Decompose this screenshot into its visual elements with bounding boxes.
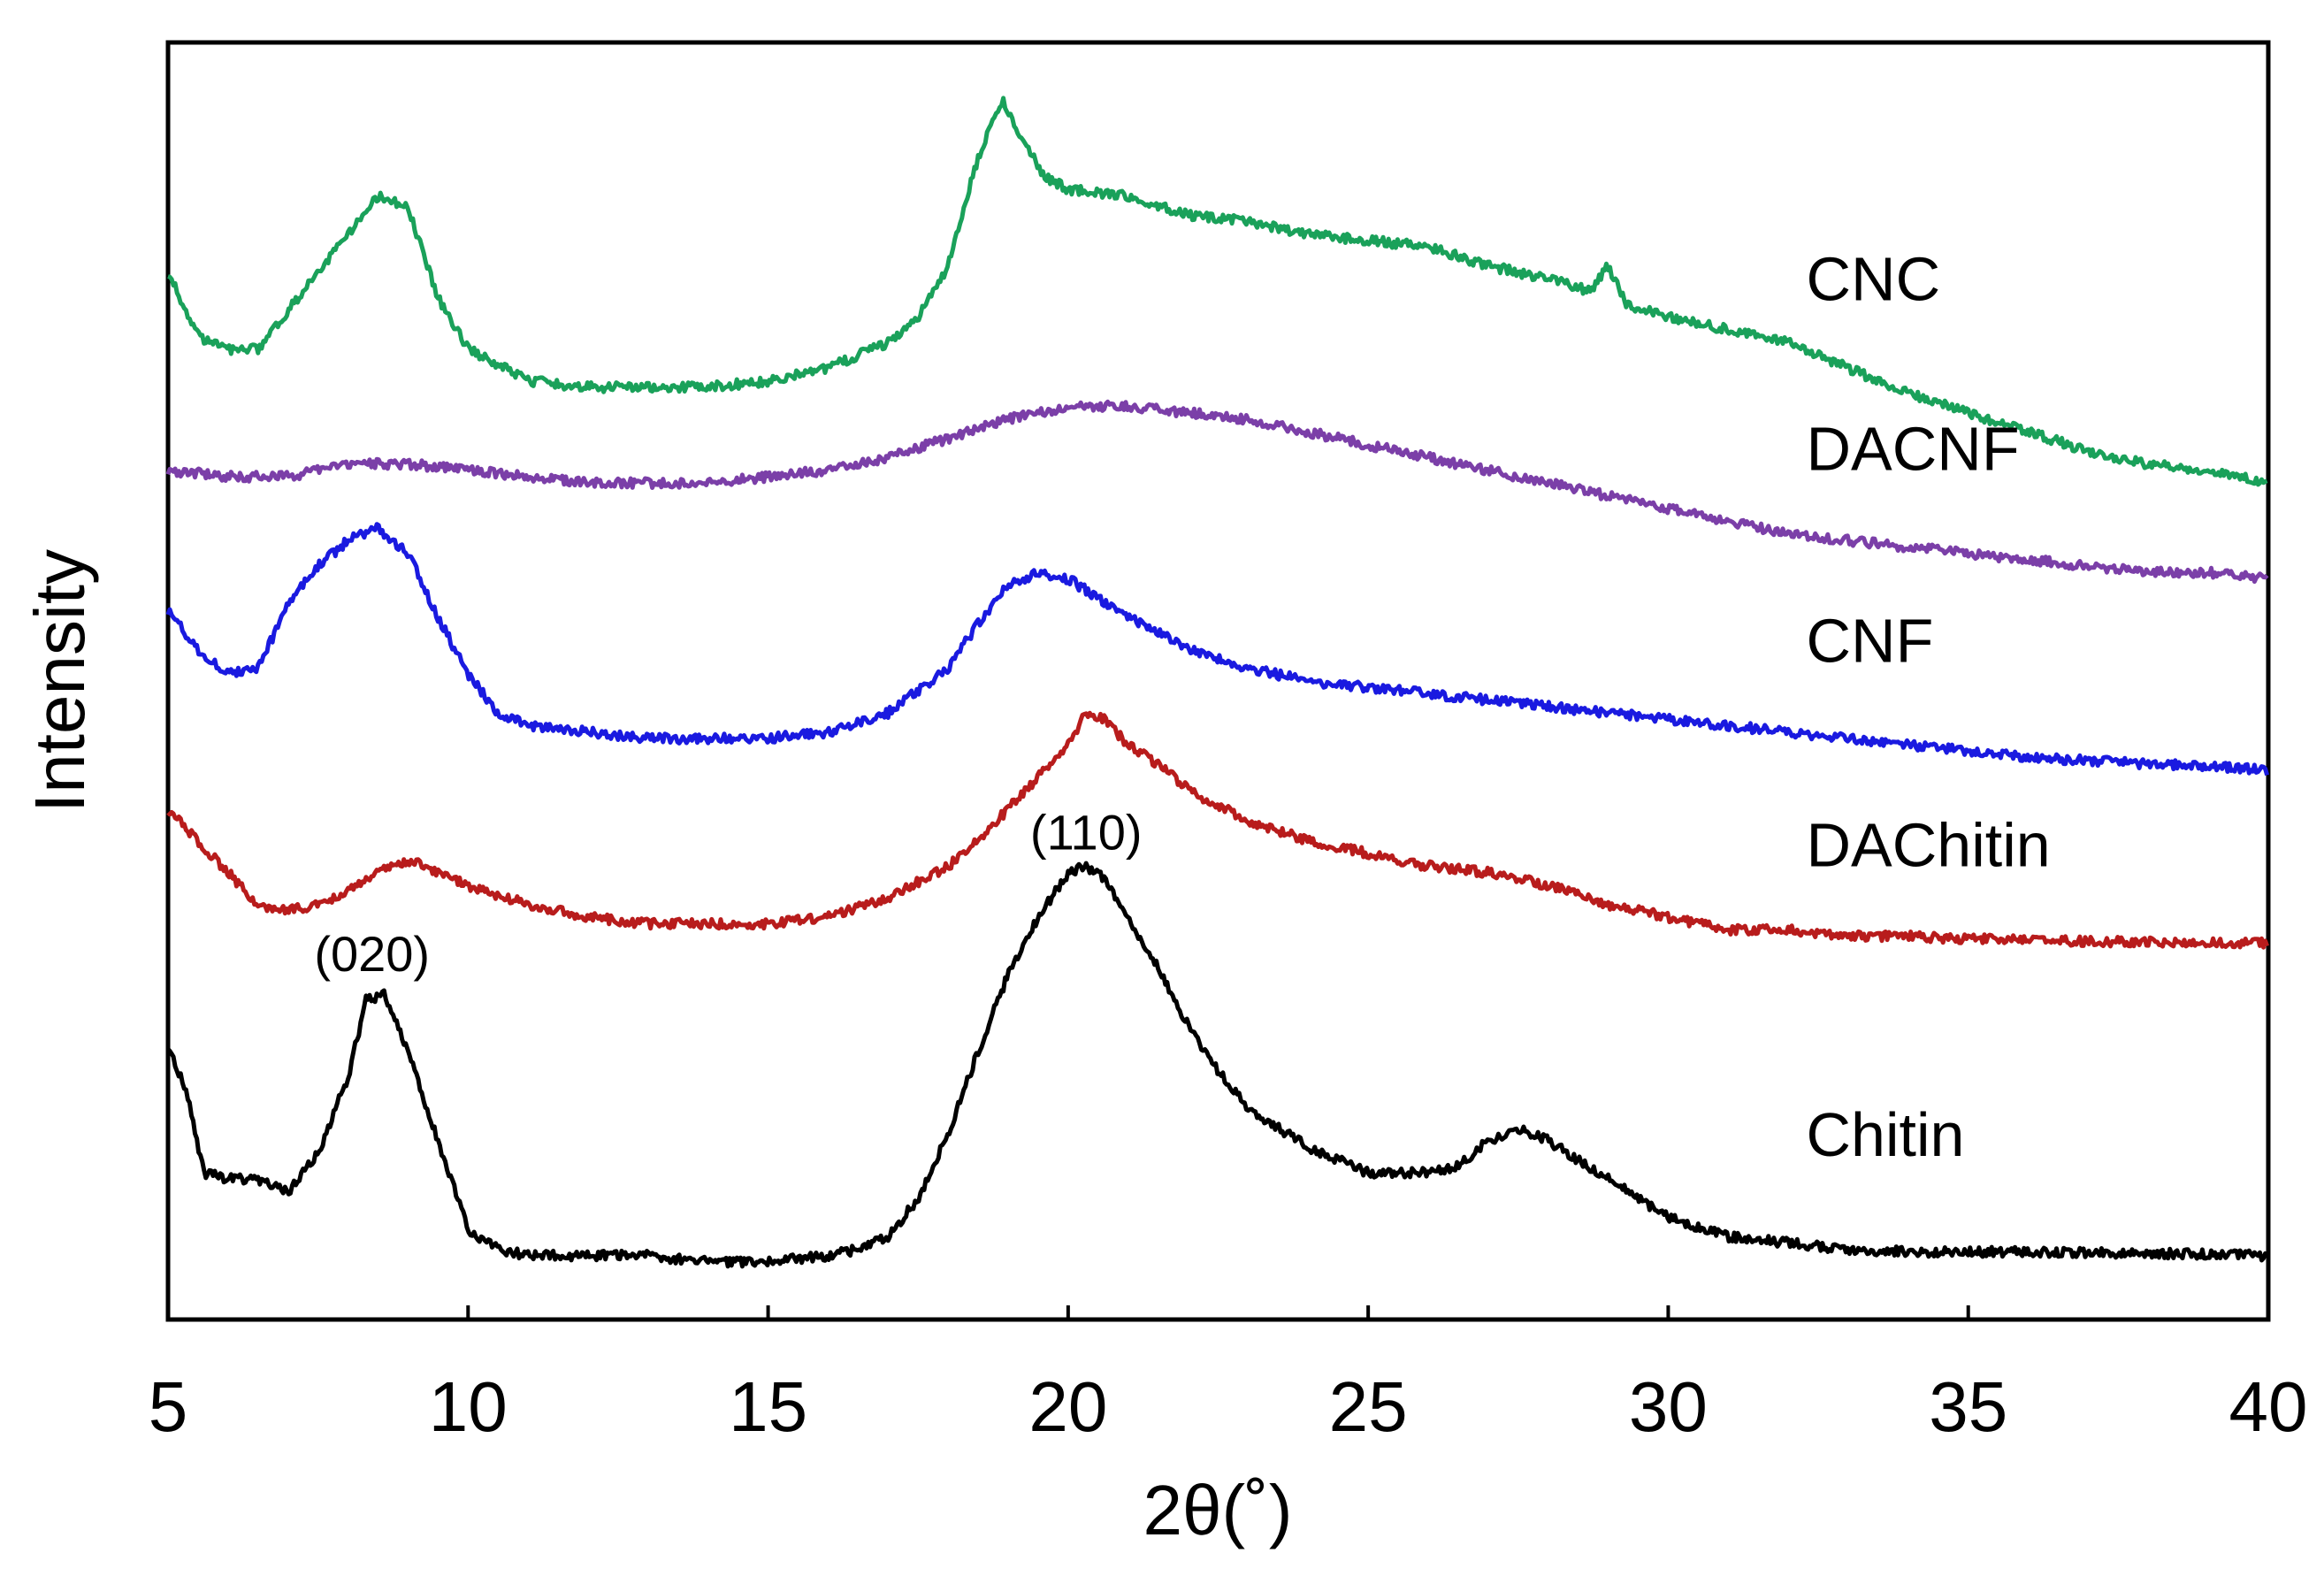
x-tick-label: 20 <box>1028 1367 1107 1446</box>
peak-annotations: (020) (110) <box>314 805 1142 982</box>
x-ticks: 5 10 15 20 25 30 35 40 <box>149 1305 2308 1446</box>
x-tick-label: 10 <box>429 1367 508 1446</box>
series-line-cnf <box>165 522 2270 777</box>
series-label-cnf: CNF <box>1807 606 1934 675</box>
x-tick-label: 5 <box>149 1367 188 1446</box>
peak-annotation: (020) <box>314 926 430 982</box>
series-label-dachitin: DAChitin <box>1807 810 2051 879</box>
series-layer <box>165 96 2270 1269</box>
x-tick-label: 35 <box>1929 1367 2007 1446</box>
series-line-dacnf <box>165 399 2269 585</box>
peak-annotation: (110) <box>1030 805 1143 861</box>
series-label-cnc: CNC <box>1807 245 1941 314</box>
x-tick-label: 15 <box>729 1367 807 1446</box>
y-axis-title: Intensity <box>20 549 99 813</box>
x-tick-label: 40 <box>2229 1367 2308 1446</box>
series-label-dacnf: DACNF <box>1807 415 2020 484</box>
series-label-chitin: Chitin <box>1807 1100 1965 1169</box>
series-line-dachitin <box>166 710 2269 950</box>
series-labels: CNC DACNF CNF DAChitin Chitin <box>1807 245 2051 1169</box>
x-tick-label: 25 <box>1329 1367 1408 1446</box>
series-line-chitin <box>166 861 2269 1269</box>
x-axis-title: 2θ(˚) <box>1143 1471 1293 1549</box>
series-line-cnc <box>167 96 2268 487</box>
x-tick-label: 30 <box>1629 1367 1708 1446</box>
plot-frame <box>165 40 2271 1322</box>
